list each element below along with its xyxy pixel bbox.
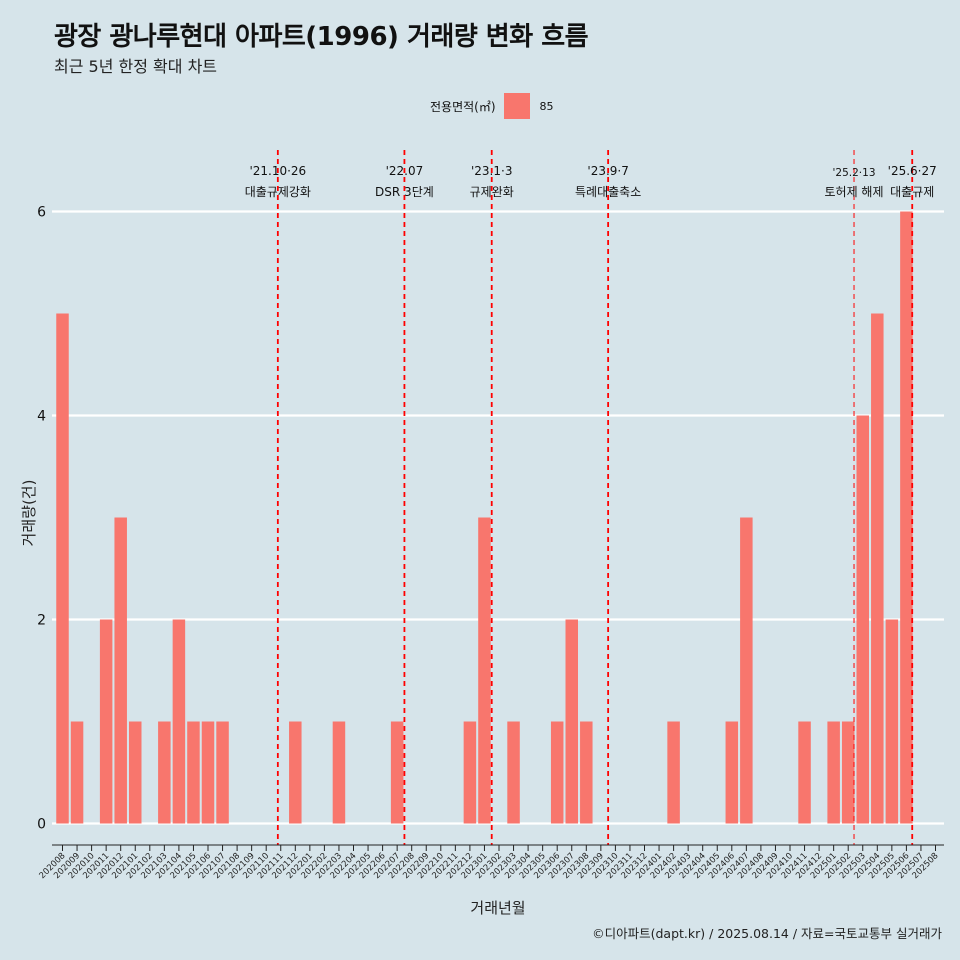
bar [798, 721, 811, 824]
bar [70, 721, 84, 824]
event-name-label: 규제완화 [470, 185, 514, 199]
y-tick-label: 6 [37, 205, 46, 221]
bar [56, 313, 69, 824]
bar [463, 721, 477, 824]
y-tick-label: 0 [37, 817, 46, 833]
event-name-label: 토허제 해제 [825, 185, 884, 199]
bar [740, 517, 753, 824]
bar [827, 721, 840, 824]
caption: ©디아파트(dapt.kr) / 2025.08.14 / 자료=국토교통부 실… [592, 926, 942, 941]
chart-title: 광장 광나루현대 아파트(1996) 거래량 변화 흐름 [54, 22, 589, 52]
legend: 전용면적(㎡) 85 [430, 93, 554, 119]
bar [332, 721, 346, 824]
event-date-label: '23.1·3 [471, 164, 512, 178]
chart-subtitle: 최근 5년 한정 확대 차트 [54, 57, 218, 76]
legend-title: 전용면적(㎡) [430, 99, 496, 114]
bar [871, 313, 884, 824]
bar [390, 721, 404, 824]
bars [56, 211, 913, 824]
event-date-label: '22.07 [386, 164, 424, 178]
bar [725, 721, 739, 824]
y-tick-label: 4 [37, 409, 46, 425]
bar [129, 721, 142, 824]
event-date-label: '25.6·27 [888, 164, 937, 178]
legend-swatch [503, 93, 530, 119]
bar [667, 721, 680, 824]
x-axis-label: 거래년월 [470, 899, 525, 917]
bar [158, 721, 171, 824]
event-name-label: 대출규제강화 [245, 185, 311, 199]
bar [478, 517, 491, 824]
event-name-label: DSR 3단계 [375, 185, 434, 199]
bar [550, 721, 564, 824]
bar [289, 721, 302, 824]
event-date-label: '25.2·13 [833, 167, 876, 179]
bar [187, 721, 200, 824]
bar [885, 619, 899, 824]
legend-label: 85 [539, 99, 554, 113]
event-date-label: '21.10·26 [249, 164, 306, 178]
event-name-label: 대출규제 [890, 185, 934, 199]
bar [99, 619, 113, 824]
event-name-label: 특례대출축소 [575, 185, 641, 199]
y-axis-label: 거래량(건) [20, 480, 38, 547]
bar [172, 619, 186, 824]
bar [507, 721, 520, 824]
y-tick-label: 2 [37, 613, 46, 629]
bar [900, 211, 913, 824]
bar [580, 721, 593, 824]
bar [114, 517, 127, 824]
grid-lines [52, 210, 944, 825]
bar [201, 721, 215, 824]
event-lines: '21.10·26 대출규제강화 '22.07 DSR 3단계 '23.1·3 규제완화 '… [245, 150, 937, 845]
bar [216, 721, 229, 824]
bar [841, 721, 855, 824]
bar [856, 415, 869, 824]
event-date-label: '23.9·7 [587, 164, 628, 178]
bar [565, 619, 578, 824]
